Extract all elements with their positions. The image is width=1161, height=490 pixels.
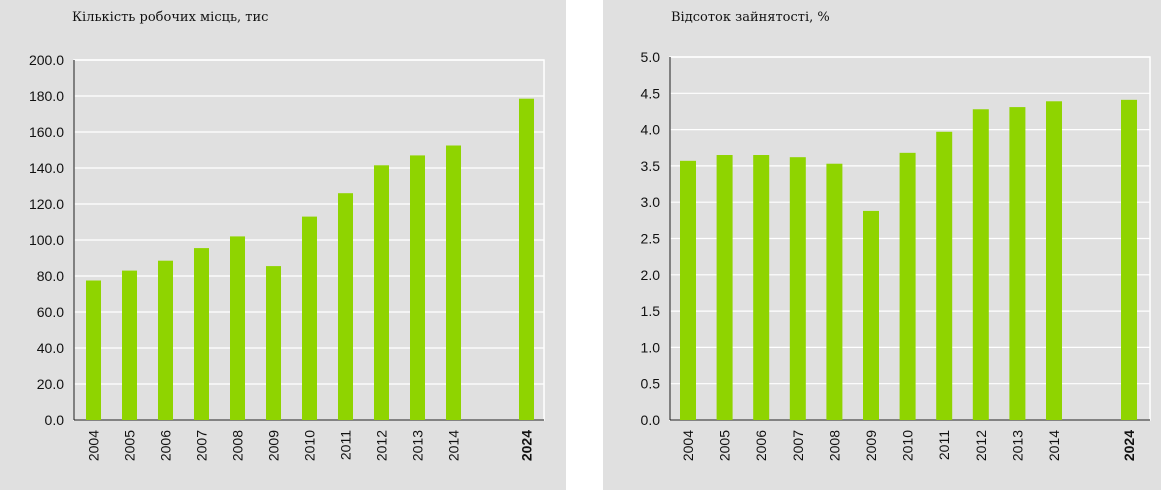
y-tick-label: 4.5 [641, 85, 661, 101]
x-tick-label: 2012 [374, 430, 390, 461]
bar-2004 [86, 280, 101, 420]
y-tick-label: 1.0 [641, 339, 661, 355]
x-tick-label: 2024 [519, 430, 535, 461]
y-tick-label: 3.0 [641, 194, 661, 210]
bar-2013 [1009, 107, 1026, 421]
x-tick-label: 2004 [86, 430, 102, 461]
x-tick-label: 2011 [338, 430, 354, 460]
bar-2010 [899, 152, 916, 420]
y-tick-label: 80.0 [37, 268, 64, 284]
y-tick-label: 160.0 [29, 124, 64, 140]
x-tick-label: 2012 [973, 430, 989, 461]
bar-2010 [302, 216, 317, 420]
x-tick-label: 2011 [936, 430, 952, 460]
bar-2014 [446, 145, 461, 420]
x-tick-label: 2010 [302, 430, 318, 461]
x-tick-label: 2005 [717, 430, 733, 461]
x-tick-label: 2009 [863, 430, 879, 461]
x-tick-label: 2008 [230, 430, 246, 461]
bar-2011 [936, 131, 953, 420]
x-tick-label: 2005 [122, 430, 138, 461]
bar-2009 [266, 266, 281, 420]
y-tick-label: 5.0 [641, 49, 661, 65]
y-tick-label: 20.0 [37, 376, 64, 392]
chart-title-jobs: Кількість робочих місць, тис [72, 10, 269, 25]
y-tick-label: 2.5 [641, 231, 661, 247]
bar-2012 [972, 109, 989, 420]
y-tick-label: 2.0 [641, 267, 661, 283]
x-tick-label: 2013 [410, 430, 426, 461]
x-tick-label: 2007 [194, 430, 210, 461]
y-tick-label: 0.0 [641, 412, 661, 428]
y-tick-label: 0.0 [45, 412, 65, 428]
y-tick-label: 100.0 [29, 232, 64, 248]
y-tick-label: 0.5 [641, 376, 661, 392]
bar-2008 [230, 236, 245, 420]
x-tick-label: 2014 [1046, 430, 1062, 461]
y-tick-label: 4.0 [641, 122, 661, 138]
bar-2004 [680, 160, 696, 420]
x-tick-label: 2010 [900, 430, 916, 461]
y-tick-label: 40.0 [37, 340, 64, 356]
x-tick-label: 2008 [826, 430, 842, 461]
chart-title-employment: Відсоток зайнятості, % [671, 10, 830, 25]
bar-2005 [122, 270, 137, 420]
x-tick-label: 2024 [1121, 430, 1137, 461]
y-tick-label: 180.0 [29, 88, 64, 104]
bar-2009 [863, 210, 879, 420]
bar-2014 [1046, 101, 1062, 420]
y-tick-label: 1.5 [641, 303, 661, 319]
x-tick-label: 2009 [266, 430, 282, 461]
x-tick-label: 2006 [753, 430, 769, 461]
y-tick-label: 200.0 [29, 52, 64, 68]
bar-2013 [410, 155, 425, 420]
y-tick-label: 60.0 [37, 304, 64, 320]
x-tick-label: 2013 [1009, 430, 1025, 461]
y-tick-label: 140.0 [29, 160, 64, 176]
y-tick-label: 120.0 [29, 196, 64, 212]
chart-panel-jobs: Кількість робочих місць, тис 0.0 20.0 40.0… [0, 0, 566, 490]
chart-panel-employment: Відсоток зайнятості, % 0.0 0.5 1.0 1.5 2.0 2.… [603, 0, 1161, 490]
bar-2011 [338, 193, 353, 420]
bar-2012 [374, 165, 389, 420]
x-tick-label: 2006 [158, 430, 174, 461]
bar-2006 [158, 260, 173, 420]
x-tick-label: 2007 [790, 430, 806, 461]
bar-2005 [716, 155, 733, 420]
bar-2024 [1121, 99, 1137, 421]
y-tick-label: 3.5 [641, 158, 661, 174]
bar-2008 [826, 163, 843, 421]
bar-2024 [519, 98, 534, 420]
chart-jobs: 0.0 20.0 40.0 60.0 80.0 100.0 120.0 140.0 160.0 1… [29, 52, 545, 461]
chart-employment: 0.0 0.5 1.0 1.5 2.0 2.5 3.0 3.5 4.0 4.5 5.0 2004 200… [641, 49, 1151, 461]
x-tick-label: 2004 [680, 430, 696, 461]
bar-2007 [194, 248, 209, 420]
x-tick-label: 2014 [446, 430, 462, 461]
bar-2006 [753, 155, 770, 420]
bar-2007 [789, 157, 806, 421]
